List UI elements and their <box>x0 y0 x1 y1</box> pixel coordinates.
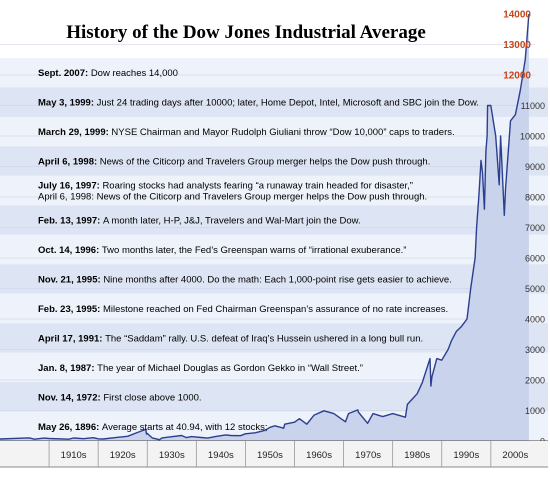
y-tick-label: 9000 <box>525 162 545 172</box>
annotation-text: Just 24 trading days after 10000; later,… <box>97 98 479 109</box>
annotation-date: April 17, 1991: <box>38 333 105 344</box>
annotation-text: NYSE Chairman and Mayor Rudolph Giuliani… <box>111 127 454 138</box>
milestone-band <box>0 175 548 206</box>
y-tick-label: 11000 <box>521 101 545 111</box>
y-axis: 0100020003000400050006000700080009000100… <box>503 10 545 447</box>
annotation-date: July 16, 1997: <box>38 181 102 192</box>
y-tick-label: 13000 <box>503 40 531 51</box>
annotation-date: Nov. 14, 1972: <box>38 392 103 403</box>
y-tick-label: 12000 <box>503 71 531 82</box>
annotation-date: Sept. 2007: <box>38 68 91 79</box>
annotation-text: Two months later, the Fed’s Greenspan wa… <box>102 245 407 256</box>
y-tick-label: 4000 <box>525 315 545 325</box>
annotation-text: Dow reaches 14,000 <box>91 68 178 79</box>
y-tick-label: 8000 <box>525 193 545 203</box>
milestone-band <box>0 87 548 117</box>
x-axis-strip <box>0 441 548 467</box>
x-tick-label: 1950s <box>257 450 283 461</box>
milestone-band <box>0 58 548 88</box>
x-tick-label: 1910s <box>61 450 87 461</box>
annotation-date: Jan. 8, 1987: <box>38 363 97 374</box>
annotation-date: April 6, 1998: <box>38 157 100 168</box>
annotation: Nov. 21, 1995: Nine months after 4000. D… <box>38 274 452 285</box>
annotation: May 26, 1896: Average starts at 40.94, w… <box>38 422 268 433</box>
annotation-text: First close above 1000. <box>103 392 201 403</box>
x-tick-label: 2000s <box>502 450 528 461</box>
y-tick-label: 5000 <box>525 284 545 294</box>
annotation-date: March 29, 1999: <box>38 127 111 138</box>
x-tick-label: 1990s <box>453 450 479 461</box>
y-tick-label: 7000 <box>525 223 545 233</box>
x-tick-label: 1920s <box>110 450 136 461</box>
annotation: April 6, 1998: News of the Citicorp and … <box>38 157 430 168</box>
dow-area-fill <box>0 14 529 441</box>
annotation: Jan. 8, 1987: The year of Michael Dougla… <box>38 363 363 374</box>
annotation-text: The “Saddam” rally. U.S. defeat of Iraq’… <box>105 333 423 344</box>
annotation: Sept. 2007: Dow reaches 14,000 <box>38 68 178 79</box>
annotation-text: Nine months after 4000. Do the math: Eac… <box>103 274 452 285</box>
annotation-date: May 3, 1999: <box>38 98 97 109</box>
y-tick-label: 1000 <box>525 406 545 416</box>
annotation-text: A month later, H-P, J&J, Travelers and W… <box>103 216 361 227</box>
annotation-text: Average starts at 40.94, with 12 stocks; <box>102 422 268 433</box>
y-tick-label: 10000 <box>520 132 545 142</box>
dow-line <box>0 13 530 441</box>
annotation: July 16, 1997: Roaring stocks had analys… <box>38 181 413 192</box>
annotation: Oct. 14, 1996: Two months later, the Fed… <box>38 245 406 256</box>
annotation-date: May 26, 1896: <box>38 422 102 433</box>
annotation: Feb. 23, 1995: Milestone reached on Fed … <box>38 304 448 315</box>
annotation: Nov. 14, 1972: First close above 1000. <box>38 392 202 403</box>
y-tick-label: 2000 <box>525 376 545 386</box>
x-tick-label: 1930s <box>159 450 185 461</box>
y-tick-label: 3000 <box>525 345 545 355</box>
milestone-band <box>0 205 548 235</box>
annotation-date: Nov. 21, 1995: <box>38 274 103 285</box>
x-tick-label: 1970s <box>355 450 381 461</box>
annotation-date: Oct. 14, 1996: <box>38 245 102 256</box>
x-tick-label: 1940s <box>208 450 234 461</box>
y-tick-label: 6000 <box>525 254 545 264</box>
milestone-band <box>0 116 548 147</box>
x-tick-label: 1960s <box>306 450 332 461</box>
milestone-band <box>0 293 548 324</box>
milestone-band <box>0 146 548 176</box>
annotation-text: Roaring stocks had analysts fearing “a r… <box>102 181 413 192</box>
annotation-text: News of the Citicorp and Travelers Group… <box>100 157 431 168</box>
chart-title: History of the Dow Jones Industrial Aver… <box>66 22 426 43</box>
annotations: Sept. 2007: Dow reaches 14,000 May 3, 199… <box>38 68 479 433</box>
annotation-text: The year of Michael Douglas as Gordon Ge… <box>97 363 363 374</box>
annotation: Feb. 13, 1997: A month later, H-P, J&J, … <box>38 216 361 227</box>
annotation: May 3, 1999: Just 24 trading days after … <box>38 98 479 109</box>
x-axis: 1910s 1920s 1930s 1940s 1950s 1960s 1970s 1980s… <box>0 440 548 468</box>
annotation-text: Milestone reached on Fed Chairman Greens… <box>103 304 448 315</box>
milestone-band <box>0 234 548 265</box>
annotation-line-2: April 6, 1998: News of the Citicorp and … <box>38 192 427 203</box>
gridlines <box>0 44 535 411</box>
annotation: March 29, 1999: NYSE Chairman and Mayor … <box>38 127 455 138</box>
annotation-date: Feb. 23, 1995: <box>38 304 103 315</box>
y-tick-label: 14000 <box>503 10 531 21</box>
annotation: April 17, 1991: The “Saddam” rally. U.S.… <box>38 333 423 344</box>
x-tick-label: 1980s <box>404 450 430 461</box>
annotation-date: Feb. 13, 1997: <box>38 216 103 227</box>
